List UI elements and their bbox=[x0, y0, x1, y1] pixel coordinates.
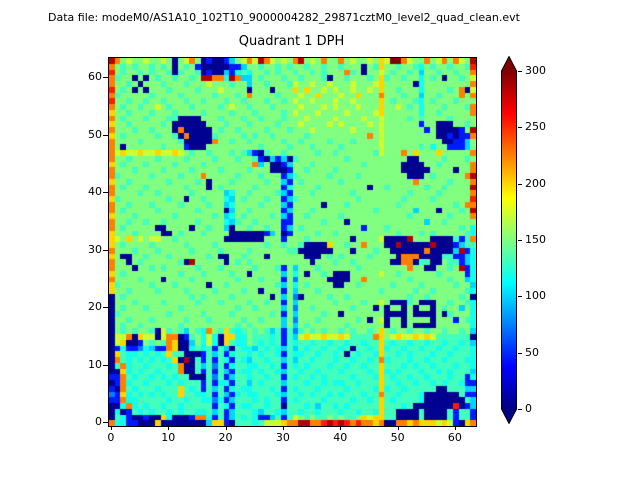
data-file-label: Data file: modeM0/AS1A10_102T10_90000042… bbox=[48, 11, 520, 24]
colorbar-tick-mark bbox=[518, 240, 522, 241]
colorbar-under-arrow bbox=[501, 409, 517, 424]
colorbar-tick-mark bbox=[518, 127, 522, 129]
colorbar-tick-label: 150 bbox=[525, 233, 546, 246]
colorbar bbox=[501, 56, 517, 424]
x-tick-label: 30 bbox=[275, 431, 290, 444]
y-tick-label: 20 bbox=[88, 300, 102, 314]
colorbar-tick-label: 0 bbox=[525, 402, 532, 415]
x-tick-label: 60 bbox=[447, 431, 462, 444]
y-tick-label: 10 bbox=[88, 357, 102, 371]
x-tick-mark bbox=[225, 426, 227, 430]
colorbar-outline bbox=[501, 56, 517, 424]
colorbar-tick-label: 100 bbox=[525, 289, 546, 303]
y-tick-mark bbox=[103, 364, 108, 366]
x-tick-label: 10 bbox=[161, 431, 176, 444]
y-tick-mark bbox=[103, 77, 108, 79]
x-tick-label: 50 bbox=[390, 431, 405, 444]
colorbar-tick-mark bbox=[518, 71, 522, 72]
colorbar-tick-mark bbox=[518, 183, 522, 185]
colorbar-tick-label: 250 bbox=[525, 120, 546, 134]
y-tick-label: 50 bbox=[88, 127, 102, 141]
x-tick-mark bbox=[282, 426, 284, 430]
y-tick-mark bbox=[103, 134, 108, 136]
y-tick-label: 0 bbox=[95, 415, 102, 429]
y-tick-label: 40 bbox=[88, 185, 102, 199]
x-tick-label: 0 bbox=[107, 431, 115, 444]
y-tick-mark bbox=[103, 307, 108, 309]
colorbar-tick-mark bbox=[518, 409, 522, 410]
x-tick-mark bbox=[110, 426, 112, 430]
y-tick-label: 30 bbox=[88, 242, 102, 256]
x-tick-label: 20 bbox=[218, 431, 233, 444]
y-tick-mark bbox=[103, 192, 108, 194]
x-tick-mark bbox=[340, 426, 342, 430]
x-tick-mark bbox=[397, 426, 399, 430]
colorbar-gradient bbox=[501, 71, 517, 409]
colorbar-over-arrow bbox=[501, 56, 517, 71]
colorbar-tick-mark bbox=[518, 296, 522, 298]
x-tick-label: 40 bbox=[333, 431, 348, 444]
y-tick-mark bbox=[103, 422, 108, 424]
colorbar-tick-label: 50 bbox=[525, 345, 539, 359]
colorbar-tick-label: 200 bbox=[525, 176, 546, 190]
y-tick-label: 60 bbox=[88, 70, 102, 84]
colorbar-tick-mark bbox=[518, 352, 522, 354]
x-tick-mark bbox=[168, 426, 170, 430]
y-tick-mark bbox=[103, 249, 108, 251]
heatmap-canvas bbox=[109, 58, 476, 426]
chart-title: Quadrant 1 DPH bbox=[238, 34, 345, 49]
colorbar-tick-label: 300 bbox=[525, 64, 546, 77]
x-tick-mark bbox=[454, 426, 456, 430]
heatmap-plot bbox=[108, 57, 477, 427]
